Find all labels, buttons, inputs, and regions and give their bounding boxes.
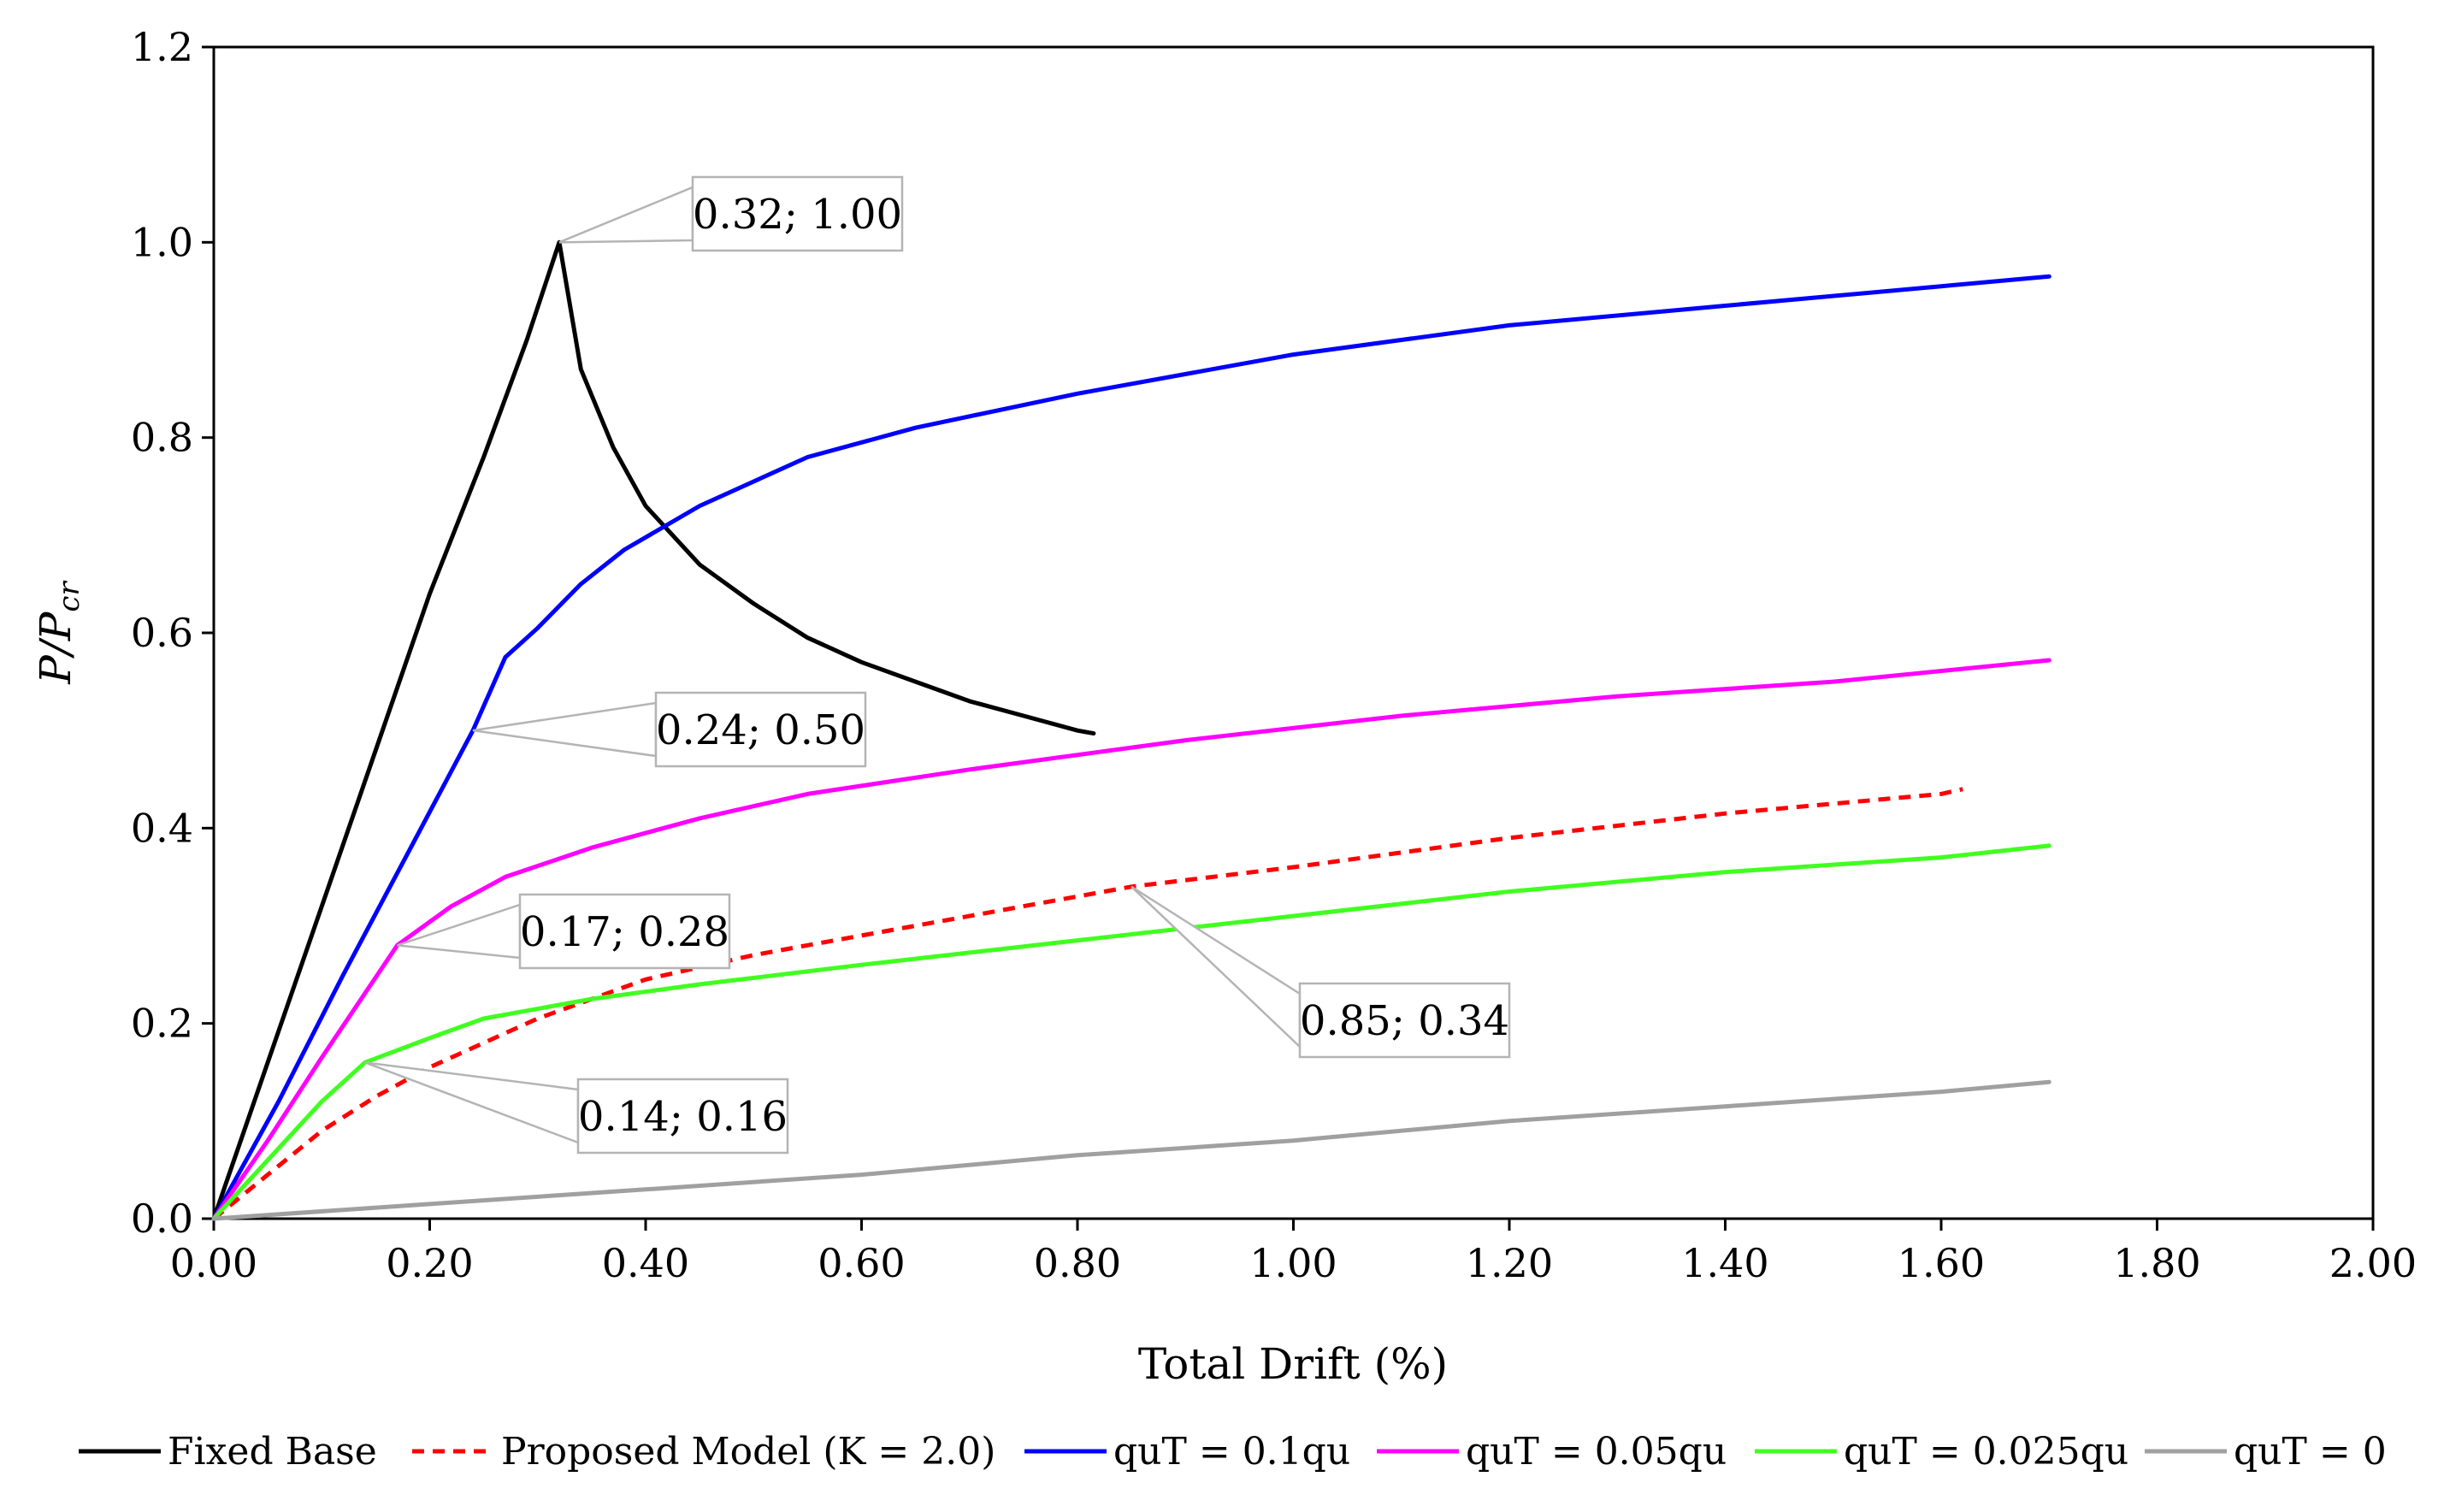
y-tick-label: 0.0 xyxy=(131,1196,193,1242)
legend-item: Fixed Base xyxy=(79,1430,377,1474)
legend-item: Proposed Model (K = 2.0) xyxy=(412,1430,995,1474)
annotation-box xyxy=(576,1078,789,1155)
series-layer xyxy=(211,239,2051,1221)
annotation-callout: 0.24; 0.50 xyxy=(472,691,867,768)
x-tick-label: 0.20 xyxy=(386,1240,473,1286)
x-tick-label: 1.20 xyxy=(1466,1240,1553,1286)
x-tick-label: 1.00 xyxy=(1249,1240,1337,1286)
x-tick-label: 0.80 xyxy=(1034,1240,1121,1286)
x-tick-label: 1.80 xyxy=(2113,1240,2200,1286)
legend-item: quT = 0.025qu xyxy=(1755,1430,2128,1474)
y-axis-title-main: P/P xyxy=(31,611,80,684)
x-tick-label: 1.60 xyxy=(1898,1240,1985,1286)
legend-label: quT = 0 xyxy=(2234,1430,2387,1474)
x-tick-label: 0.00 xyxy=(170,1240,257,1286)
annotation-callout: 0.85; 0.34 xyxy=(1130,885,1511,1059)
y-tick-label: 0.6 xyxy=(131,610,193,656)
annotation-layer: 0.32; 1.00 0.24; 0.50 0.17; 0.28 0.85; 0.34… xyxy=(364,175,1511,1155)
y-tick-label: 0.2 xyxy=(131,1001,193,1047)
annotation-label: 0.85; 0.34 xyxy=(1300,997,1509,1045)
legend-label: quT = 0.025qu xyxy=(1844,1430,2128,1474)
y-tick-label: 1.2 xyxy=(131,24,193,70)
legend-item: quT = 0.05qu xyxy=(1377,1430,1727,1474)
annotation-box xyxy=(518,893,731,970)
x-tick-label: 1.40 xyxy=(1681,1240,1768,1286)
annotation-box xyxy=(1298,982,1511,1059)
x-tick-label: 2.00 xyxy=(2329,1240,2417,1286)
annotation-callout: 0.17; 0.28 xyxy=(397,893,731,970)
series-line-1 xyxy=(211,239,1096,1221)
series-line-6 xyxy=(211,1079,2051,1221)
y-axis-title: P/Pcr xyxy=(31,581,86,685)
annotation-box xyxy=(691,175,904,252)
legend-label: quT = 0.1qu xyxy=(1113,1430,1350,1474)
legend-item: quT = 0.1qu xyxy=(1024,1430,1350,1474)
y-axis: 0.0 0.2 0.4 0.6 0.8 1.0 1.2 xyxy=(131,24,214,1242)
annotation-label: 0.14; 0.16 xyxy=(578,1093,788,1141)
annotation-label: 0.17; 0.28 xyxy=(520,908,729,956)
annotation-box xyxy=(654,691,867,768)
series-line-2 xyxy=(212,787,1963,1220)
y-tick-label: 0.4 xyxy=(131,805,193,851)
legend-label: Proposed Model (K = 2.0) xyxy=(501,1430,995,1474)
y-tick-label: 0.8 xyxy=(131,415,193,461)
series-line-5 xyxy=(211,843,2051,1221)
y-axis-title-sub: cr xyxy=(52,581,86,612)
annotation-label: 0.24; 0.50 xyxy=(656,706,865,754)
annotation-callout: 0.14; 0.16 xyxy=(364,1061,789,1155)
x-axis-title: Total Drift (%) xyxy=(1138,1339,1448,1389)
series-line-3 xyxy=(211,274,2051,1221)
legend-item: quT = 0 xyxy=(2145,1430,2387,1474)
annotation-label: 0.32; 1.00 xyxy=(693,191,902,239)
x-tick-label: 0.40 xyxy=(602,1240,689,1286)
x-tick-label: 0.60 xyxy=(818,1240,905,1286)
x-axis: 0.00 0.20 0.40 0.60 0.80 1.00 1.20 1.40 1.60 1.80… xyxy=(170,1219,2417,1286)
legend-label: quT = 0.05qu xyxy=(1466,1430,1727,1474)
series-line-4 xyxy=(211,658,2051,1221)
y-tick-label: 1.0 xyxy=(131,219,193,265)
annotation-callout: 0.32; 1.00 xyxy=(558,175,904,252)
legend: Fixed Base Proposed Model (K = 2.0) quT = … xyxy=(79,1430,2387,1474)
legend-label: Fixed Base xyxy=(168,1430,377,1474)
